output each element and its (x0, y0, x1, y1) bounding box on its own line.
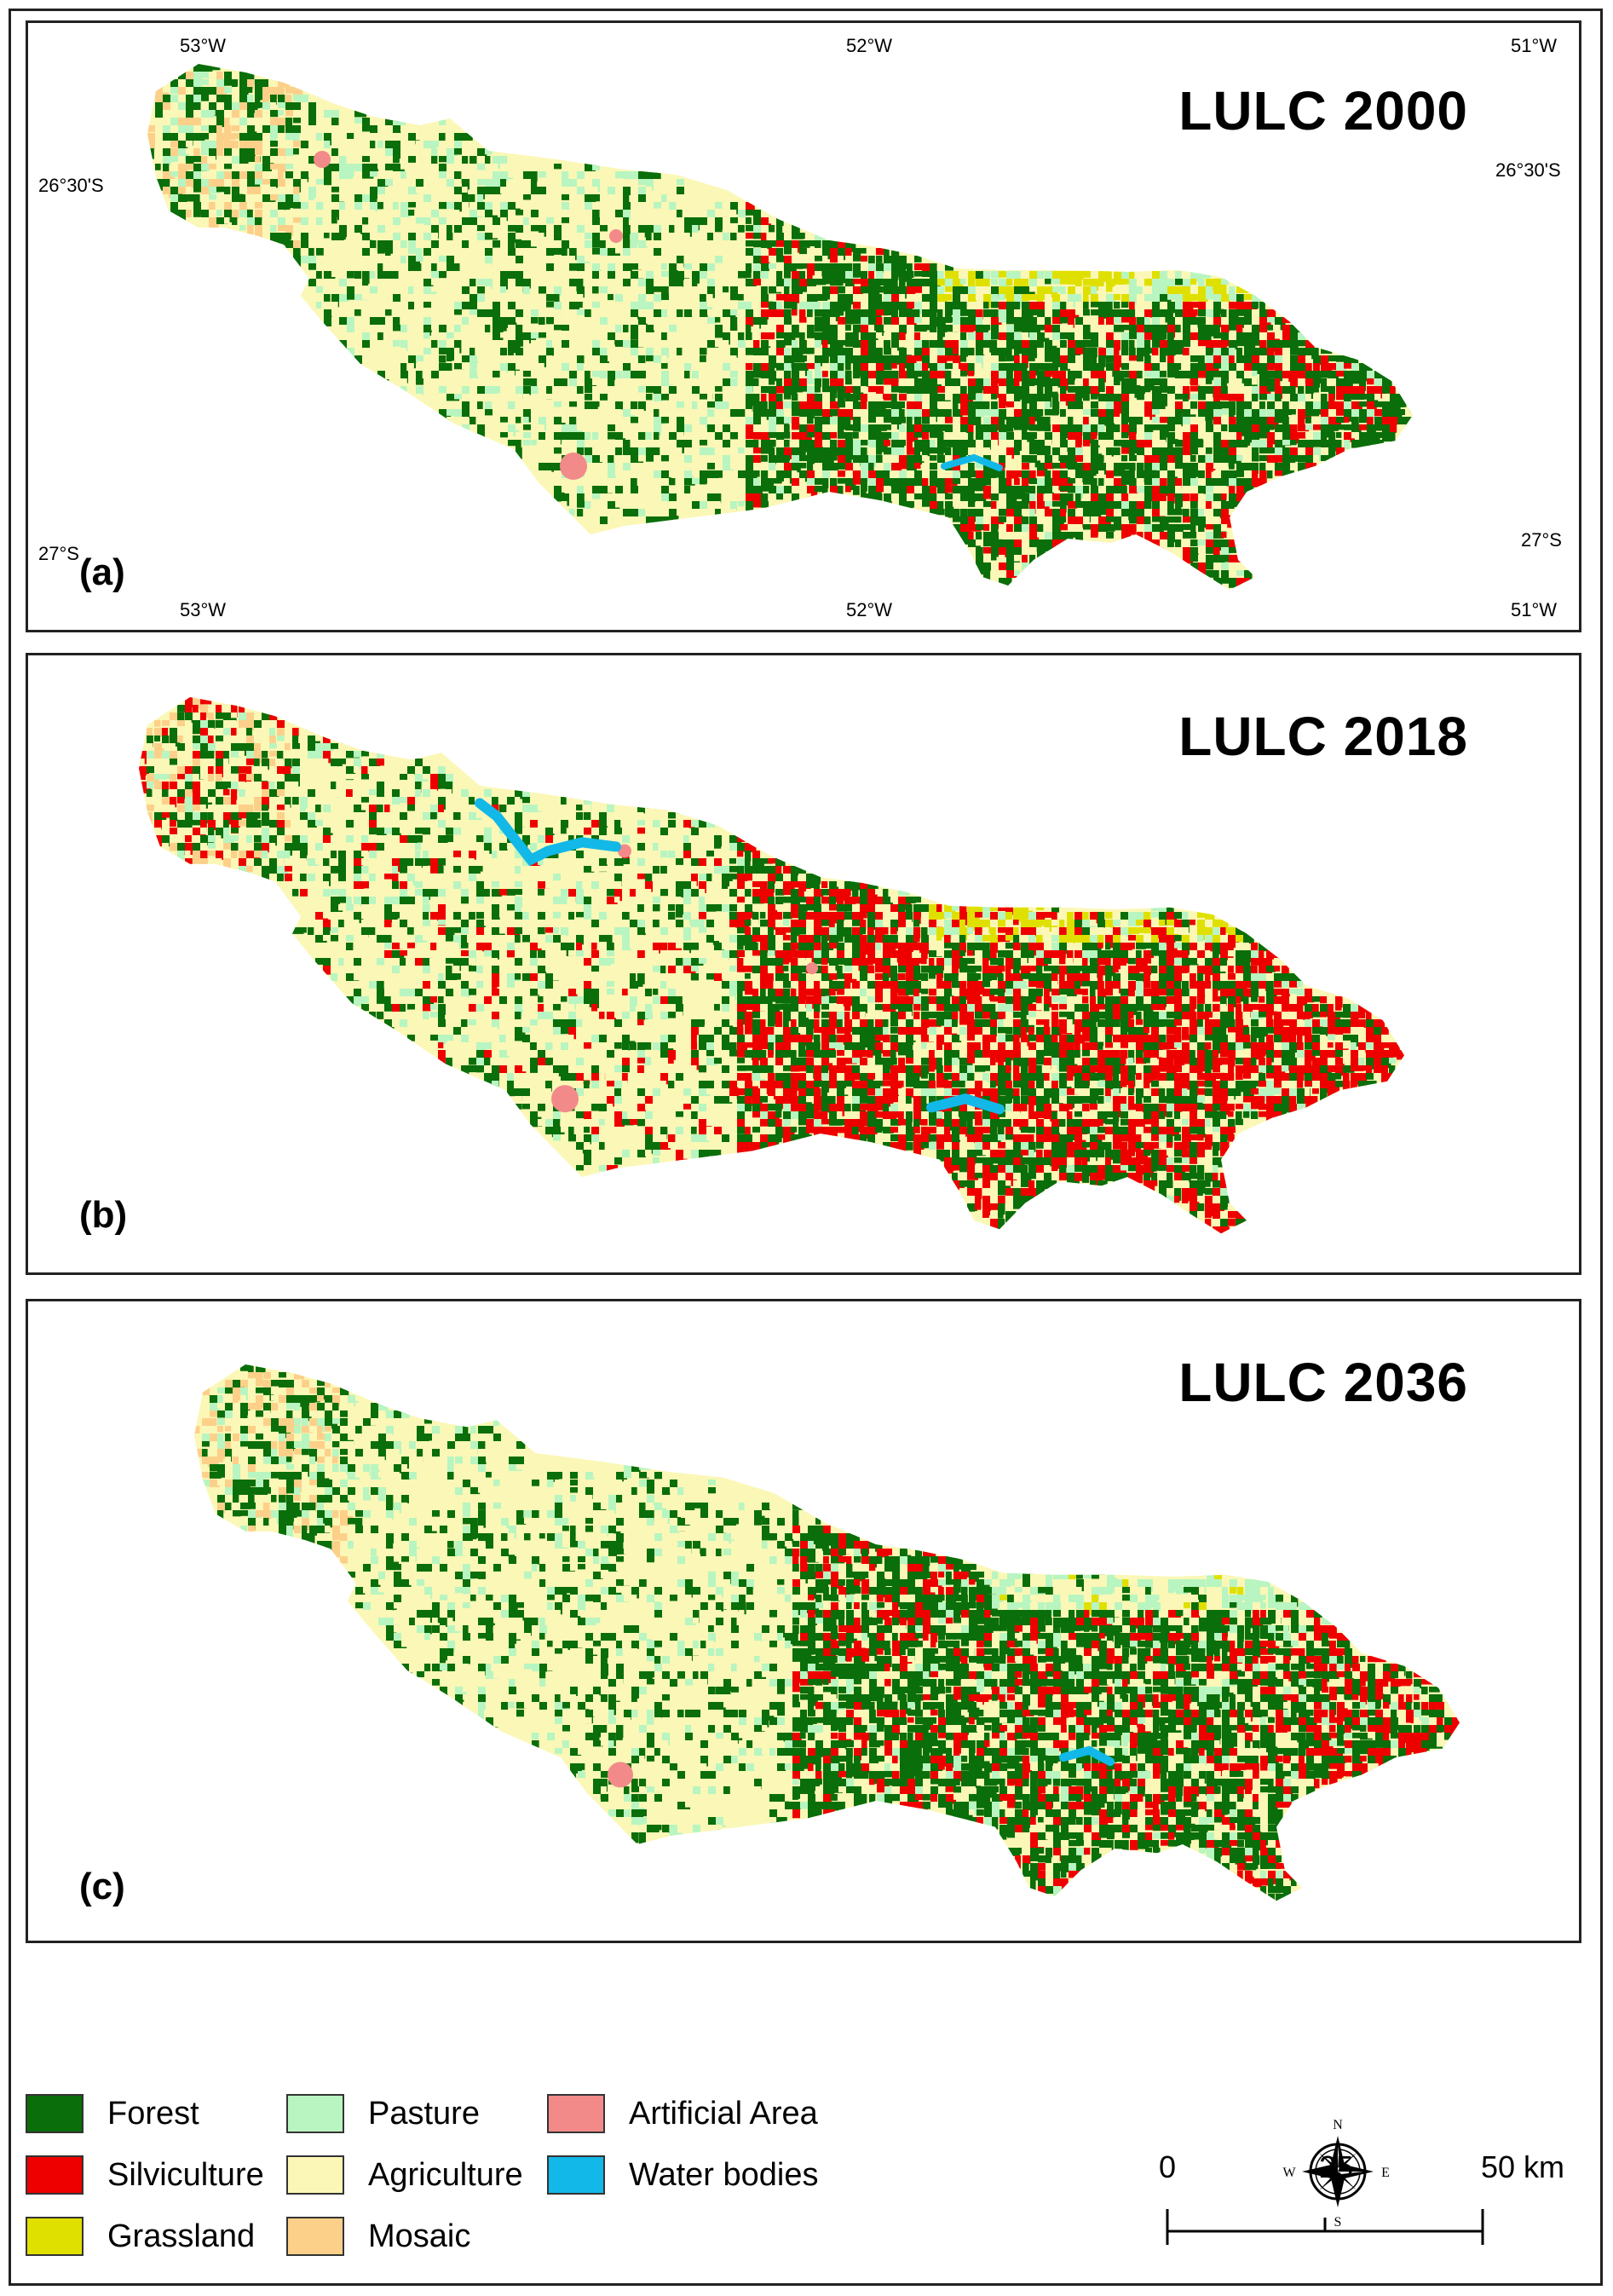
artificial-area-patch (360, 1330, 377, 1347)
lon-label-top: 52°W (846, 35, 893, 56)
map-panel-c: LULC 2036 (c) (26, 1299, 1581, 1943)
map-panel-b: LULC 2018 (b) (26, 653, 1581, 1275)
compass-w: W (1282, 2166, 1296, 2180)
water-body (475, 798, 621, 867)
legend-item-pasture: Pasture (286, 2090, 480, 2137)
map-title: LULC 2036 (1178, 1352, 1468, 1413)
lat-label-left: 26°30'S (38, 175, 104, 196)
panel-label: (a) (79, 551, 125, 593)
lon-label-bottom: 52°W (846, 599, 893, 620)
lon-label-top: 53°W (180, 35, 227, 56)
legend-swatch (286, 2094, 344, 2133)
artificial-area-patch (560, 453, 587, 480)
legend-swatch (26, 2217, 84, 2256)
map-lulc-2018 (139, 696, 1404, 1234)
figure-frame (9, 9, 1603, 2286)
lat-label-left: 27°S (38, 543, 79, 564)
lat-label-right: 26°30'S (1495, 159, 1561, 181)
panel-label: (b) (79, 1194, 128, 1236)
legend-swatch (547, 2094, 605, 2133)
map-lulc-2036 (194, 1330, 1460, 1901)
water-body (926, 1093, 1005, 1115)
legend-item-water-bodies: Water bodies (547, 2151, 818, 2199)
map-title: LULC 2018 (1178, 706, 1468, 767)
legend-item-forest: Forest (26, 2090, 199, 2137)
scale-tick-label: 25 (1319, 2149, 1354, 2184)
artificial-area-patch (551, 1085, 579, 1113)
artificial-area-patch (609, 229, 623, 243)
scale-bar-line (1166, 2209, 1484, 2245)
artificial-area-patch (820, 1430, 830, 1441)
lon-label-top: 51°W (1511, 35, 1558, 56)
scale-tick-label: 50 km (1481, 2149, 1565, 2184)
legend-swatch (26, 2094, 84, 2133)
scale-tick-label: 0 (1159, 2149, 1177, 2184)
lon-label-bottom: 51°W (1511, 599, 1558, 620)
water-body (941, 453, 1003, 471)
artificial-area-patch (608, 1762, 633, 1788)
lon-label-bottom: 53°W (180, 599, 227, 620)
compass-rose-icon: N S E W (1282, 2118, 1390, 2230)
lat-label-right: 27°S (1521, 529, 1562, 551)
legend-swatch (286, 2155, 344, 2195)
legend-swatch (547, 2155, 605, 2195)
artificial-area-patch (618, 844, 631, 858)
scale-bar: 0 25 50 km (1133, 2149, 1593, 2269)
panel-label: (c) (79, 1866, 125, 1907)
map-panel-a: LULC 2000 (a) 53°W 52°W 51°W 53°W 52°W 5… (26, 20, 1581, 632)
artificial-area-patch (806, 962, 818, 975)
map-lulc-2000 (147, 64, 1413, 590)
compass-n: N (1333, 2118, 1343, 2132)
map-title: LULC 2000 (1178, 80, 1468, 141)
legend-item-silviculture: Silviculture (26, 2151, 264, 2199)
legend-item-grassland: Grassland (26, 2212, 255, 2260)
water-body (1059, 1745, 1115, 1767)
artificial-area-patch (314, 151, 331, 168)
legend-swatch (26, 2155, 84, 2195)
legend-item-artificial-area: Artificial Area (547, 2090, 818, 2137)
legend-swatch (286, 2217, 344, 2256)
compass-s: S (1334, 2215, 1342, 2230)
legend-item-mosaic: Mosaic (286, 2212, 470, 2260)
compass-e: E (1381, 2166, 1390, 2180)
legend-item-agriculture: Agriculture (286, 2151, 523, 2199)
artificial-area-patch (764, 146, 775, 156)
artificial-area-patch (301, 696, 318, 699)
legend: Forest Pasture Artificial Area Silvicult… (26, 2090, 878, 2277)
